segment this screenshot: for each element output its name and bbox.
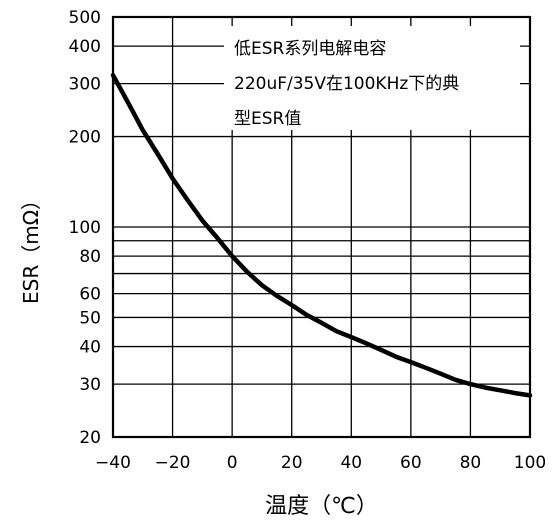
y-tick-label: 80 (79, 247, 101, 267)
annotation-line-1: 低ESR系列电解电容 (234, 39, 386, 59)
x-tick-label: 60 (400, 453, 422, 473)
y-tick-label: 60 (79, 285, 101, 305)
y-tick-label: 20 (79, 428, 101, 448)
y-tick-label: 40 (79, 338, 101, 358)
plot-frame (111, 15, 532, 439)
annotation-line-3: 型ESR值 (234, 109, 301, 129)
x-tick-label: −40 (95, 453, 131, 473)
x-axis-title: 温度（℃） (265, 494, 378, 519)
x-tick-label: 100 (514, 453, 546, 473)
y-tick-label: 300 (69, 75, 101, 95)
y-tick-label: 400 (69, 37, 101, 57)
y-tick-label: 50 (79, 308, 101, 328)
y-tick-label: 30 (79, 375, 101, 395)
y-axis-title: ESR（mΩ） (19, 190, 43, 304)
x-tick-label: 20 (281, 453, 303, 473)
esr-curve (110, 72, 533, 398)
x-tick-label: 80 (460, 453, 482, 473)
x-tick-label: 40 (340, 453, 362, 473)
x-tick-labels: −40 −20 0 20 40 60 80 100 (95, 453, 546, 473)
y-tick-label: 500 (69, 8, 101, 28)
y-tick-label: 200 (69, 128, 101, 148)
annotation-line-2: 220uF/35V在100KHz下的典 (234, 74, 459, 94)
x-tick-label: −20 (155, 453, 191, 473)
y-tick-label: 100 (69, 218, 101, 238)
y-tick-labels: 20 30 40 50 60 80 100 200 300 400 500 (69, 8, 101, 448)
x-tick-label: 0 (227, 453, 238, 473)
annotation-background (224, 26, 520, 130)
